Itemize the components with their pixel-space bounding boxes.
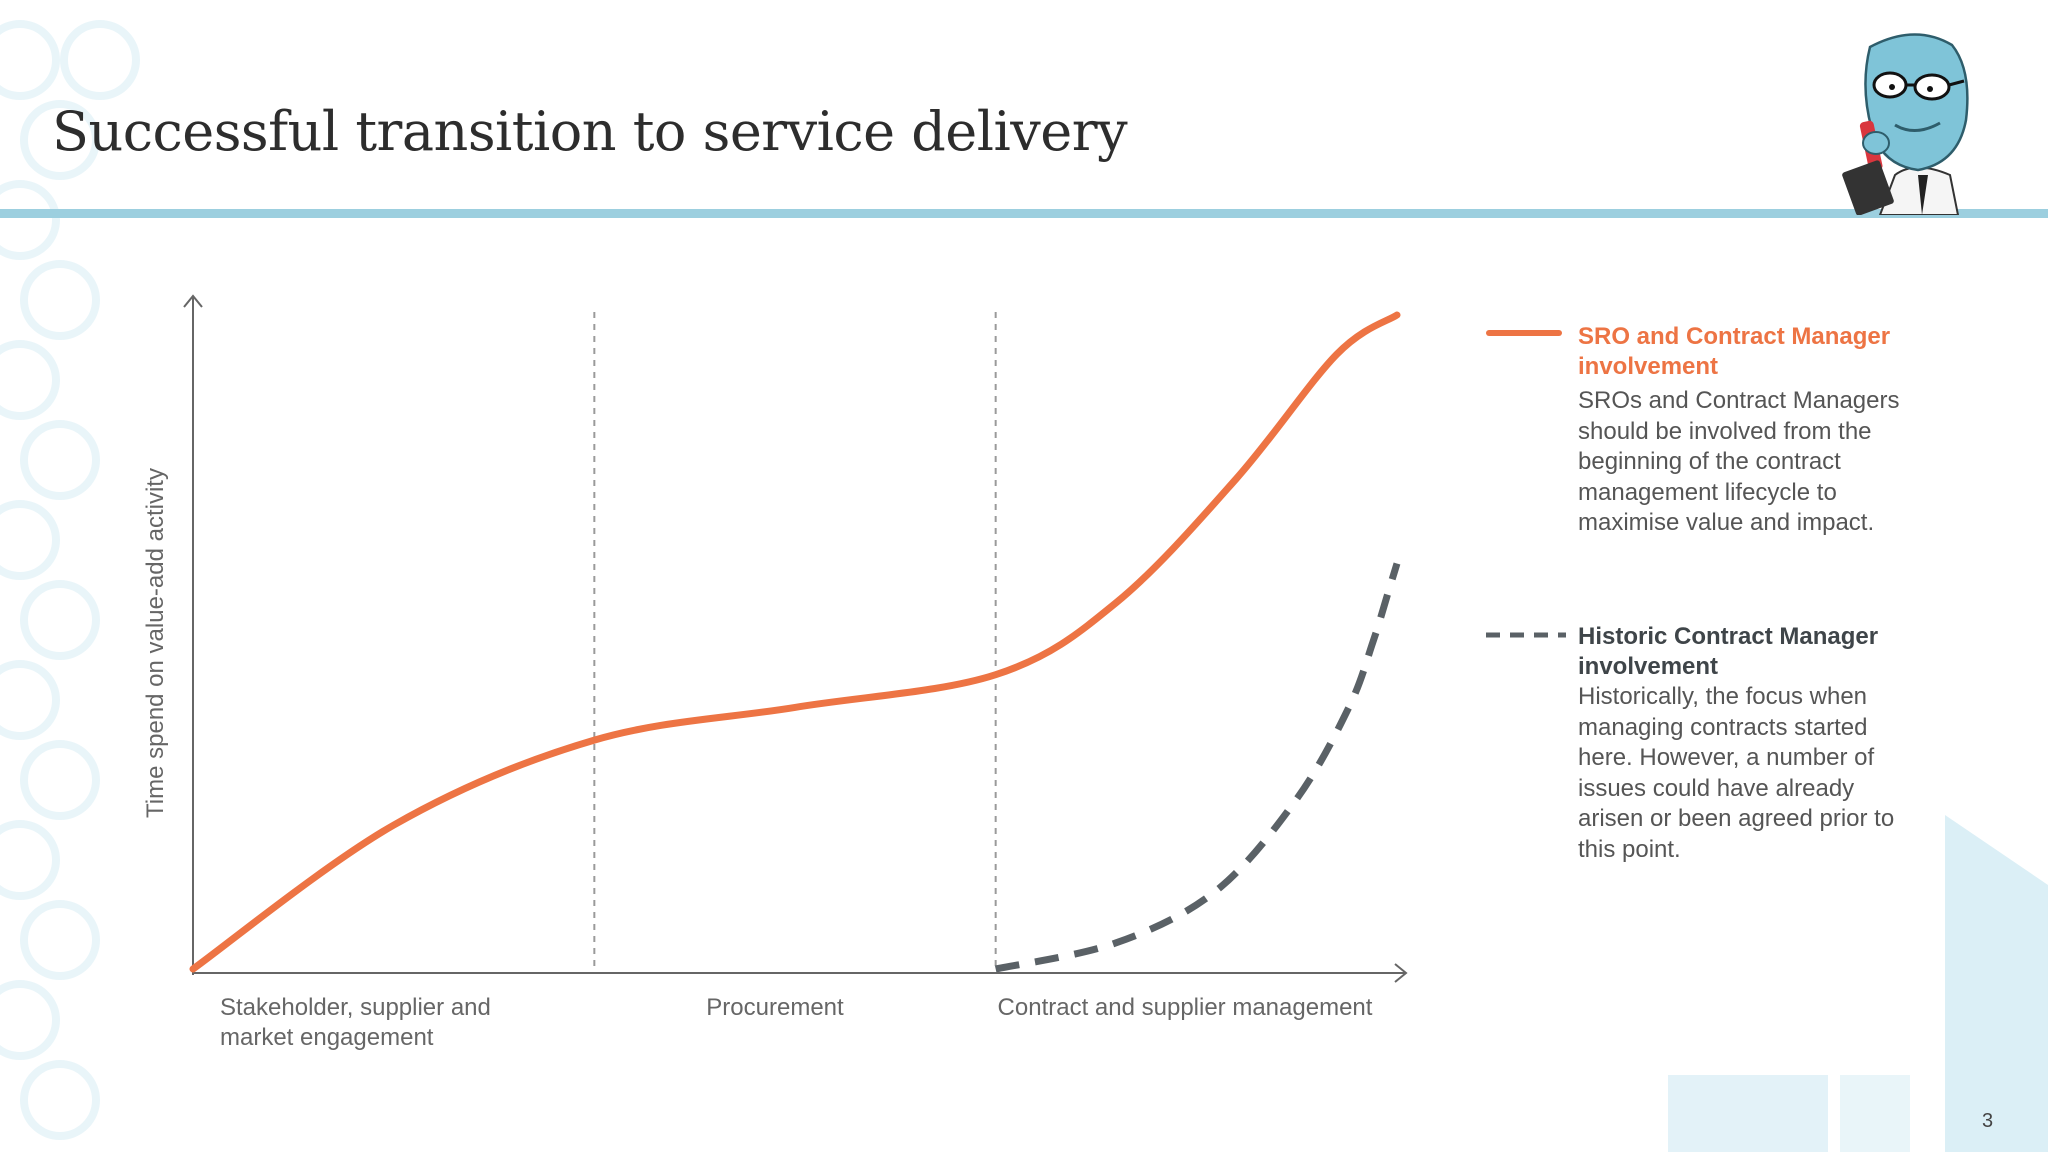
corner-shape-bottom-2 [1840, 1075, 1910, 1152]
phase-label: Stakeholder, supplier and market engagem… [220, 994, 498, 1051]
phase-label-line: Stakeholder, supplier and [220, 994, 491, 1021]
legend-dashed-title: Historic Contract Manager involvement [1578, 623, 1879, 680]
left-hexagon-pattern [0, 20, 140, 1140]
legend-dashed: Historic Contract Manager involvement Hi… [1578, 622, 1908, 865]
phase-label: Contract and supplier management [998, 994, 1373, 1021]
phase-label-line: market engagement [220, 1024, 434, 1051]
x-axis-arrow-icon [1394, 963, 1408, 983]
corner-shape-right [1945, 815, 2048, 1152]
phase-labels: Stakeholder, supplier and market engagem… [220, 994, 1373, 1051]
title-divider [0, 209, 2048, 218]
y-axis-label: Time spend on value-add activity [142, 468, 169, 818]
phase-label: Procurement [706, 994, 844, 1021]
series-line-historic [994, 562, 1401, 973]
legend-solid-title: SRO and Contract Manager involvement [1578, 323, 1891, 380]
y-axis-arrow-icon [183, 294, 203, 308]
legend-swatch-dashed [1486, 632, 1566, 638]
legend-solid: SRO and Contract Manager involvement SRO… [1578, 322, 1908, 539]
slide-title: Successful transition to service deliver… [52, 100, 1128, 163]
page-number: 3 [1982, 1110, 1994, 1132]
legend-swatch-solid [1486, 330, 1562, 336]
cartoon-character-icon [1842, 33, 1969, 215]
series-line-sro [189, 311, 1401, 973]
legend-dashed-description: Historically, the focus when managing co… [1578, 683, 1895, 863]
legend-solid-description: SROs and Contract Managers should be inv… [1578, 387, 1900, 536]
corner-shape-bottom [1668, 1075, 1828, 1152]
